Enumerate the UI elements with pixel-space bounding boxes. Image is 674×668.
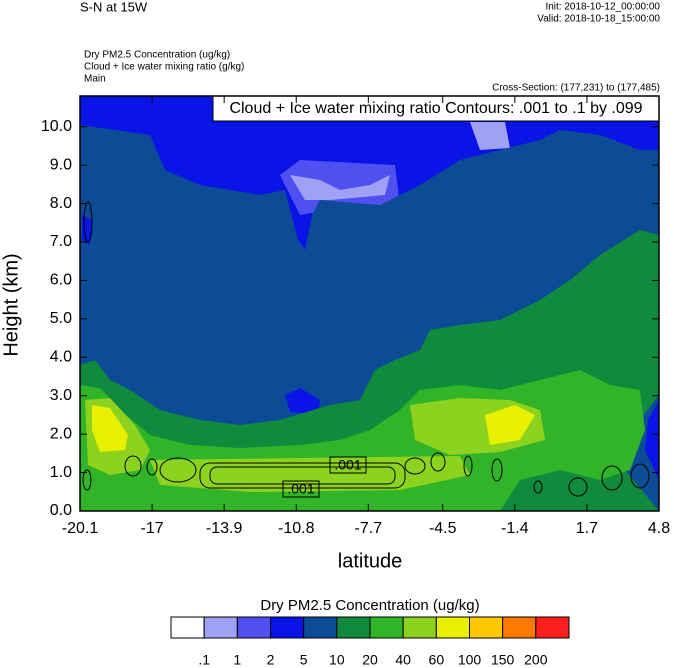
y-tick-label: 5.0 [50, 310, 72, 327]
colorbar-label: 100 [458, 652, 482, 668]
contour-line [463, 455, 473, 477]
x-tick-label: -20.1 [62, 520, 99, 537]
colorbar-box [535, 616, 570, 639]
contour-line [159, 457, 197, 483]
y-axis-label: Height (km) [0, 253, 22, 356]
colorbar-label: 20 [362, 652, 378, 668]
contours [82, 201, 650, 497]
x-axis-label: latitude [338, 550, 403, 572]
valid-time: Valid: 2018-10-18_15:00:00 [537, 14, 660, 25]
x-tick-label: -4.5 [429, 520, 457, 537]
colorbar-box [303, 616, 338, 639]
field-fill [85, 398, 545, 492]
field-fill [280, 160, 400, 215]
colorbar-box [369, 616, 404, 639]
plot-frame [79, 95, 660, 512]
contour-line [404, 457, 426, 475]
colorbar-label: 10 [329, 652, 345, 668]
colorbar-box [502, 616, 537, 639]
contour-line [491, 458, 503, 482]
colorbar-label: 1 [233, 652, 241, 668]
cross-section: Cross-Section: (177,231) to (177,485) [492, 83, 660, 94]
x-tick-label: 4.8 [648, 520, 670, 537]
y-tick-label: 0.0 [50, 502, 72, 519]
y-tick-label: 7.0 [50, 233, 72, 250]
contour-label: .001 [287, 481, 314, 497]
contour-line [124, 455, 142, 477]
y-tick-label: 10.0 [41, 118, 72, 135]
contour-line [82, 469, 92, 491]
init-time: Init: 2018-10-12_00:00:00 [545, 2, 660, 13]
x-tick-label: -13.9 [206, 520, 243, 537]
field-label: Cloud + Ice water mixing ratio (g/kg) [84, 62, 244, 73]
contour-line [568, 477, 588, 497]
colorbar-box [270, 616, 305, 639]
colorbar-title: Dry PM2.5 Concentration (ug/kg) [260, 597, 479, 614]
y-tick-label: 9.0 [50, 156, 72, 173]
x-tick-label: 1.7 [576, 520, 598, 537]
colorbar-label: 5 [300, 652, 308, 668]
colorbar-box [203, 616, 238, 639]
chart-title: Cloud + Ice water mixing ratio Contours:… [229, 100, 642, 117]
contour-line [533, 480, 543, 494]
header-title: S-N at 15W [80, 0, 148, 14]
colorbar-box [435, 616, 471, 639]
field-fill [290, 122, 510, 200]
contour-line [209, 466, 396, 485]
y-tick-label: 8.0 [50, 195, 72, 212]
x-tick-label: -17 [141, 520, 164, 537]
label-box [282, 480, 320, 498]
field-label: Main [84, 74, 106, 85]
contour-line [199, 462, 406, 489]
contour-line [83, 201, 93, 243]
contour-line [601, 465, 623, 491]
field: .001 .001 [80, 96, 659, 511]
colorbar-box [469, 616, 504, 639]
y-tick-label: 4.0 [50, 349, 72, 366]
colorbar-label: 150 [491, 652, 515, 668]
contour-line [146, 458, 158, 476]
contour-label: .001 [334, 457, 361, 473]
y-tick-label: 6.0 [50, 272, 72, 289]
contour-line [430, 452, 446, 472]
y-tick-label: 2.0 [50, 425, 72, 442]
colorbar-box [336, 616, 371, 639]
x-tick-label: -7.7 [355, 520, 383, 537]
x-tick-label: -10.8 [278, 520, 315, 537]
colorbar-box [236, 616, 271, 639]
x-tick-label: -1.4 [501, 520, 529, 537]
y-tick-label: 3.0 [50, 387, 72, 404]
colorbar-box [402, 616, 437, 639]
field-label: Dry PM2.5 Concentration (ug/kg) [84, 50, 230, 61]
label-box [329, 456, 367, 474]
colorbar-label: 40 [395, 652, 411, 668]
contour-line [630, 463, 650, 489]
y-tick-label: 1.0 [50, 464, 72, 481]
colorbar-label: .1 [198, 652, 210, 668]
colorbar-box [170, 616, 205, 639]
colorbar-label: 2 [267, 652, 275, 668]
colorbar-label: 60 [429, 652, 445, 668]
colorbar-label: 200 [524, 652, 548, 668]
